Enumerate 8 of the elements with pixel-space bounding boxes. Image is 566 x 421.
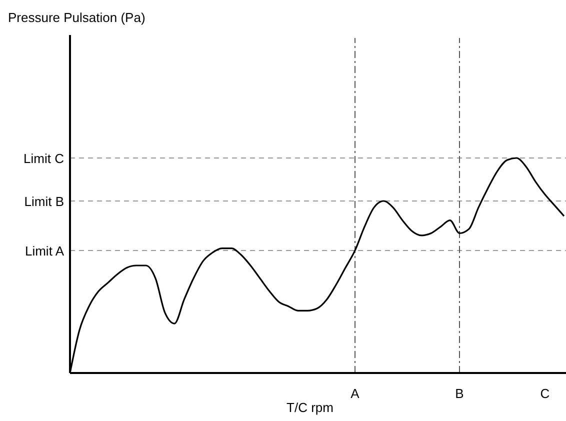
x-axis-title: T/C rpm (286, 400, 334, 415)
ref-line-label: Limit C (24, 151, 64, 166)
x-tick-label: A (350, 386, 360, 401)
ref-line-label: Limit A (24, 243, 64, 258)
x-tick-label: B (455, 386, 464, 401)
text: Pressure Pulsation (Pa) (8, 10, 146, 25)
ref-line-label: Limit B (24, 194, 64, 209)
x-tick-label: C (540, 386, 550, 401)
